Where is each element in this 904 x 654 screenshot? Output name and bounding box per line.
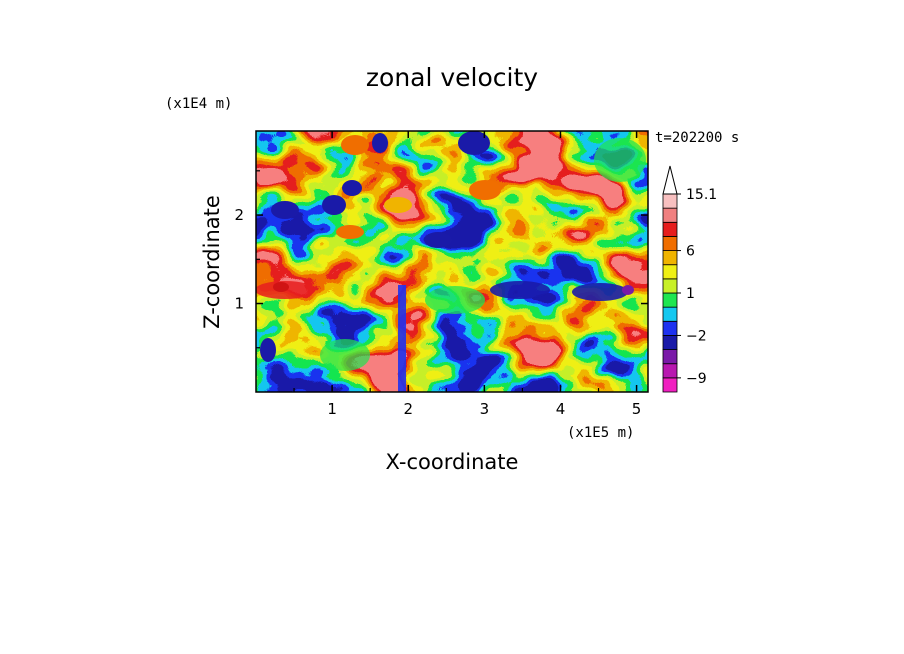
x-unit-label: (x1E5 m) — [567, 425, 634, 441]
green-region-3 — [594, 138, 646, 182]
x-axis-title: X-coordinate — [386, 450, 519, 474]
blue-lobe-6 — [372, 133, 388, 153]
blue-band-right-2 — [572, 283, 628, 301]
colorbar-label: −2 — [686, 328, 707, 344]
colorbar-swatch — [662, 306, 678, 322]
heatmap-features — [256, 131, 646, 392]
colorbar-swatch — [662, 363, 678, 379]
colorbar-swatch — [662, 335, 678, 350]
green-region-2 — [320, 339, 370, 371]
colorbar-swatch — [662, 278, 678, 294]
x-tick-label: 2 — [403, 400, 413, 418]
x-tick-label: 5 — [632, 400, 642, 418]
plot-area — [255, 130, 649, 393]
plot-frame — [255, 130, 649, 393]
y-tick-label: 2 — [234, 206, 244, 224]
blue-streak — [398, 285, 406, 392]
colorbar-label: 6 — [686, 244, 695, 260]
blue-lobe-3 — [342, 180, 362, 196]
blue-lobe-4 — [424, 232, 452, 248]
green-region-1 — [425, 286, 485, 314]
orange-blob-3 — [469, 180, 501, 200]
blue-lobe-7 — [260, 338, 276, 362]
orange-blob-4 — [341, 135, 369, 155]
x-tick-label: 1 — [327, 400, 337, 418]
chart-title: zonal velocity — [366, 63, 538, 92]
colorbar-label: −9 — [686, 371, 707, 387]
y-tick-label: 1 — [234, 295, 244, 313]
y-axis: 12 — [234, 170, 648, 349]
x-tick-label: 4 — [556, 400, 566, 418]
colorbar-swatch — [662, 207, 678, 223]
colorbar: 15.1 6 1 −2 −9 — [662, 165, 717, 393]
colorbar-swatch — [662, 236, 678, 251]
colorbar-label: 1 — [686, 286, 695, 302]
blue-lobe-5 — [458, 131, 490, 155]
colorbar-swatch — [662, 221, 678, 237]
colorbar-swatch — [662, 349, 678, 365]
time-label: t=202200 s — [655, 130, 739, 146]
x-axis: 1 2 3 4 5 — [293, 131, 642, 418]
colorbar-swatch — [662, 250, 678, 266]
orange-blob-1 — [336, 225, 364, 239]
x-tick-label: 3 — [480, 400, 490, 418]
orange-blob-2 — [384, 197, 412, 213]
red-band-core — [273, 282, 289, 292]
heatmap-field — [256, 131, 648, 392]
colorbar-swatch — [662, 292, 678, 308]
colorbar-swatch — [662, 264, 678, 280]
colorbar-swatch — [662, 320, 678, 336]
blue-lobe-2 — [322, 195, 346, 215]
purple-core — [622, 285, 634, 295]
colorbar-label: 15.1 — [686, 187, 717, 203]
y-unit-label: (x1E4 m) — [165, 96, 232, 112]
colorbar-extend-max — [662, 165, 678, 195]
colorbar-swatch — [662, 193, 678, 209]
y-axis-title: Z-coordinate — [200, 195, 224, 329]
colorbar-swatch — [662, 377, 678, 393]
blue-band-right — [490, 281, 550, 299]
blue-lobe-1 — [271, 201, 299, 219]
